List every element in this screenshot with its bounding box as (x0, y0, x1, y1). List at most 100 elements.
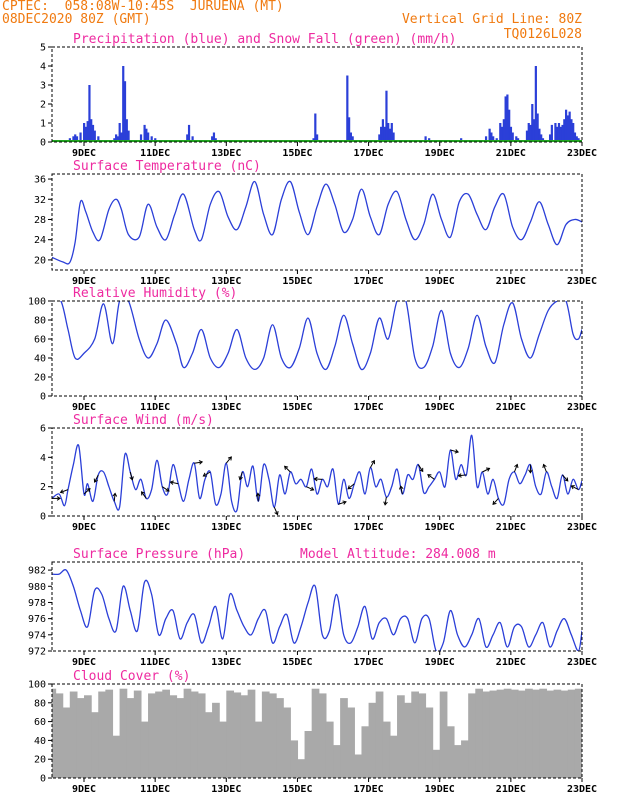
precip-bar (566, 115, 569, 142)
precip-bar (525, 130, 529, 142)
precip-bar (531, 104, 534, 142)
header-model-code: TQ0126L028 (503, 27, 582, 42)
precip-bar (506, 94, 509, 142)
temp-xtick-label: 11DEC (140, 276, 170, 287)
precip-bar (79, 132, 82, 142)
wind-arrow-shaft (161, 486, 170, 492)
wind-arrow-shaft (450, 449, 459, 453)
wind-arrow (83, 488, 91, 495)
rh-xtick-label: 11DEC (140, 402, 170, 413)
cloud-bar (368, 702, 377, 778)
wind-arrow-head (371, 459, 376, 465)
wind-arrow-head (457, 473, 462, 478)
cloud-bar (91, 712, 99, 778)
cloud-bar (404, 702, 412, 778)
cloud-xtick-label: 21DEC (496, 784, 526, 795)
wind-arrow-shaft (543, 464, 547, 473)
rh-xtick-label: 23DEC (567, 402, 597, 413)
rh-ytick-label: 40 (34, 354, 46, 365)
wind-arrow-head (59, 489, 65, 494)
wind-arrow (112, 492, 118, 502)
cloud-bar (517, 690, 526, 778)
wind-xtick-label: 23DEC (567, 522, 597, 533)
temp-ytick-label: 36 (34, 175, 46, 186)
precip-bar (349, 132, 352, 142)
wind-arrow-head (310, 486, 315, 491)
precip-bar (93, 130, 96, 142)
wind-arrow-head (284, 465, 289, 470)
wind-arrow-shaft (94, 474, 99, 483)
wind-arrow-head (419, 467, 424, 473)
temp-xtick-label: 15DEC (282, 276, 312, 287)
cloud-bar (148, 693, 156, 778)
wind-arrow (482, 467, 491, 473)
cloud-bar (546, 690, 555, 778)
wind-arrow-head (485, 467, 491, 472)
rh-plot-area (52, 301, 582, 371)
temp-xtick-label: 9DEC (72, 276, 96, 287)
precip-bar (556, 126, 559, 142)
pressure-subtitle: Model Altitude: 284.008 m (300, 547, 496, 562)
precip-bar (538, 128, 541, 142)
precip-bar (123, 81, 127, 142)
wind-arrow (492, 498, 499, 506)
cloud-xtick-label: 13DEC (211, 784, 241, 795)
wind-arrow-head (112, 492, 118, 497)
wind-arrow-head (86, 488, 91, 493)
precip-xtick-label: 19DEC (425, 148, 455, 159)
cloud-xtick-label: 19DEC (425, 784, 455, 795)
cloud-bar (475, 688, 484, 778)
wind-arrow-head (383, 501, 388, 506)
precip-bar (348, 117, 351, 142)
cloud-bar (133, 690, 142, 778)
cloud-bar (162, 689, 170, 778)
cloud-bar (496, 689, 505, 778)
wind-arrow (161, 486, 170, 492)
wind-arrow-shaft (194, 461, 203, 464)
precip-xtick-label: 9DEC (72, 148, 96, 159)
wind-arrow-shaft (113, 493, 116, 502)
rh-line (52, 301, 582, 371)
pressure-xtick-label: 13DEC (211, 657, 241, 668)
wind-arrow (338, 500, 347, 505)
precip-bar (316, 134, 319, 142)
pressure-title: Surface Pressure (hPa) (73, 547, 245, 562)
precip-bar (536, 113, 539, 142)
cloud-bar (283, 707, 291, 778)
cloud-bar (119, 688, 128, 778)
temp-ytick-label: 20 (34, 255, 46, 266)
precip-bar (75, 136, 79, 142)
cloud-bar (290, 740, 299, 778)
pressure-xtick-label: 21DEC (496, 657, 526, 668)
precip-bar (575, 136, 578, 142)
precip-ytick-label: 0 (40, 138, 46, 149)
rh-ytick-label: 80 (34, 316, 46, 327)
cloud-bar (411, 691, 419, 778)
wind-arrow (513, 463, 519, 473)
cloud-bar (304, 731, 313, 778)
rh-ytick-label: 100 (28, 297, 46, 308)
wind-arrow-shaft (170, 481, 179, 485)
cloud-bar (318, 693, 327, 778)
rh-xtick-label: 21DEC (496, 402, 526, 413)
wind-arrow-shaft (513, 464, 518, 473)
cloud-bar (567, 689, 576, 778)
precip-bar (484, 136, 488, 142)
wind-arrow-shaft (129, 471, 133, 480)
cloud-bar (389, 735, 398, 778)
precip-plot-area (52, 66, 582, 142)
precip-bar (115, 134, 118, 142)
cloud-xtick-label: 9DEC (72, 784, 96, 795)
wind-arrow (542, 463, 547, 473)
cloud-bar (276, 698, 284, 778)
wind-arrow (93, 474, 99, 483)
temp-xtick-label: 21DEC (496, 276, 526, 287)
precip-bar (97, 136, 100, 142)
precip-bar (390, 123, 393, 142)
wind-arrow (141, 491, 147, 499)
cloud-bar (418, 693, 427, 778)
precip-bar (564, 109, 568, 142)
cloud-bar (397, 695, 405, 778)
wind-arrow (225, 456, 232, 464)
